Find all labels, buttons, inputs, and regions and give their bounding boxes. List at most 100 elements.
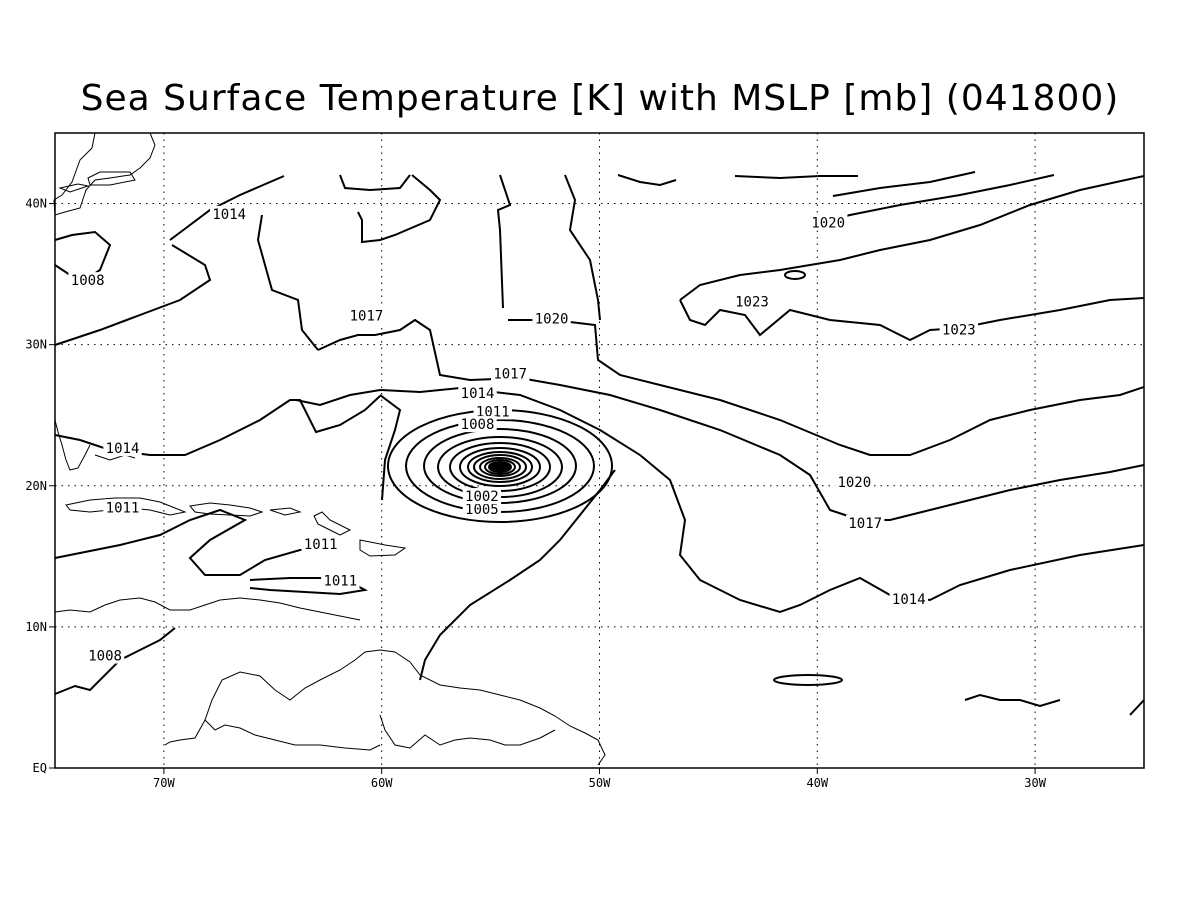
contour-label: 1017 bbox=[846, 514, 885, 532]
contour-label: 1014 bbox=[889, 591, 928, 608]
isobar-1014-south bbox=[419, 469, 616, 681]
contour-label-bg bbox=[473, 403, 512, 420]
contour-label-text: 1008 bbox=[461, 417, 495, 433]
contour-label-bg bbox=[347, 307, 386, 324]
isobar-small bbox=[784, 270, 806, 280]
contour-label: 1017 bbox=[347, 307, 386, 324]
x-tick-label: 50W bbox=[589, 776, 611, 790]
isobar-1023 bbox=[679, 175, 1145, 301]
contour-label-text: 1020 bbox=[811, 215, 845, 231]
coastline-puerto-rico bbox=[269, 507, 302, 516]
isobar-1011-b bbox=[249, 577, 369, 596]
contour-label: 1011 bbox=[103, 499, 142, 516]
isobar-1014-b bbox=[256, 214, 319, 351]
isobar-1008-south bbox=[54, 627, 176, 695]
isobar-1017-a bbox=[357, 174, 442, 244]
contour-label: 1008 bbox=[68, 272, 107, 289]
isobar-1023-b bbox=[734, 175, 858, 180]
contour-label: 1008 bbox=[85, 647, 125, 665]
y-tick-label: 40N bbox=[25, 197, 47, 211]
contour-label: 1005 bbox=[462, 500, 502, 518]
isobar-1014-nw bbox=[54, 244, 212, 346]
contour-label-text: 1011 bbox=[106, 500, 140, 516]
isobar-1023-south bbox=[679, 297, 1145, 342]
contour-label-bg bbox=[210, 205, 249, 222]
coastline-long-island bbox=[58, 183, 90, 193]
isobar-east-edge bbox=[1129, 699, 1145, 716]
coastline-florida bbox=[54, 419, 91, 471]
contour-label: 1020 bbox=[835, 473, 874, 491]
contour-label-bg bbox=[532, 310, 571, 327]
isobar-1011-carib bbox=[54, 508, 339, 576]
contour-label-bg bbox=[808, 214, 848, 231]
y-tick-label: 30N bbox=[25, 338, 47, 352]
coastline-hispaniola bbox=[189, 502, 264, 517]
contour-label-bg bbox=[491, 365, 530, 382]
y-tick-label: 20N bbox=[25, 479, 47, 493]
isobar-1011-c bbox=[379, 394, 402, 501]
isobar-ring bbox=[467, 451, 533, 483]
contour-label-text: 1011 bbox=[323, 574, 357, 590]
coastline-south-america bbox=[164, 649, 606, 766]
contour-label-text: 1014 bbox=[892, 592, 926, 608]
contour-label-bg bbox=[732, 293, 772, 310]
contour-label: 1014 bbox=[210, 205, 249, 223]
contour-label-bg bbox=[321, 572, 360, 589]
contour-label: 1023 bbox=[732, 293, 772, 310]
contour-label-bg bbox=[103, 499, 142, 516]
coastline-central-america bbox=[54, 597, 361, 621]
contour-label: 1014 bbox=[103, 440, 142, 457]
page-title: Sea Surface Temperature [K] with MSLP [m… bbox=[80, 78, 1120, 119]
coastline-north-america bbox=[53, 132, 156, 216]
contour-label: 1008 bbox=[458, 416, 497, 433]
coastline-bahamas bbox=[94, 454, 136, 461]
coastline-guyana-border bbox=[379, 714, 556, 749]
coastline-cuba bbox=[65, 497, 187, 516]
x-tick-label: 60W bbox=[371, 776, 393, 790]
contour-label: 1011 bbox=[301, 536, 340, 553]
isobar-east-south bbox=[964, 693, 1061, 708]
contour-label-text: 1023 bbox=[942, 323, 976, 339]
isobar-1017-top bbox=[339, 174, 411, 192]
coastline-antilles bbox=[313, 511, 352, 536]
x-tick-label: 40W bbox=[806, 776, 828, 790]
contour-label-bg bbox=[462, 488, 502, 505]
y-tick-label: EQ bbox=[33, 761, 47, 775]
isobar-1020-top bbox=[832, 171, 976, 197]
y-tick-label: 10N bbox=[25, 620, 47, 634]
isobar-small bbox=[773, 674, 843, 686]
isobar-1020-ne bbox=[811, 174, 1055, 226]
contour-label-bg bbox=[458, 416, 497, 433]
isobar-ring bbox=[479, 457, 521, 477]
contour-label-text: 1017 bbox=[350, 308, 384, 324]
coastline-layer bbox=[53, 132, 606, 766]
contour-label: 1020 bbox=[808, 214, 848, 231]
coastline-virgin bbox=[359, 539, 407, 557]
contour-label: 1020 bbox=[532, 310, 571, 327]
contour-label-text: 1020 bbox=[535, 311, 569, 327]
contour-label: 1011 bbox=[321, 572, 360, 590]
coastline-nova-scotia bbox=[87, 171, 136, 186]
contour-label-bg bbox=[458, 385, 497, 402]
coastline-colombia-border bbox=[204, 719, 381, 751]
isobar-ring bbox=[484, 459, 516, 475]
contour-label-text: 1014 bbox=[212, 207, 246, 223]
tick-layer: 70W 60W 50W 40W 30W EQ 10N 20N 30N 40N bbox=[25, 197, 1046, 790]
contour-label-bg bbox=[85, 647, 125, 664]
cyclone-core bbox=[488, 461, 512, 473]
isobar-1017-storm bbox=[295, 386, 1145, 614]
isobar-1023-a bbox=[617, 174, 677, 187]
contour-label-text: 1008 bbox=[71, 273, 105, 289]
contour-label-bg bbox=[835, 473, 874, 490]
contour-label-text: 1017 bbox=[848, 516, 882, 532]
contour-label-text: 1017 bbox=[493, 366, 527, 382]
contour-label-text: 1011 bbox=[304, 537, 338, 553]
contour-label: 1023 bbox=[939, 321, 979, 339]
contour-label-bg bbox=[68, 272, 107, 289]
isobar-1017-mid bbox=[317, 318, 1145, 521]
contour-label-text: 1014 bbox=[106, 441, 140, 457]
isobar-1020-topn bbox=[496, 174, 512, 309]
x-tick-label: 70W bbox=[153, 776, 175, 790]
isobar-1017-nw bbox=[169, 175, 285, 241]
contour-label-bg bbox=[462, 500, 502, 517]
